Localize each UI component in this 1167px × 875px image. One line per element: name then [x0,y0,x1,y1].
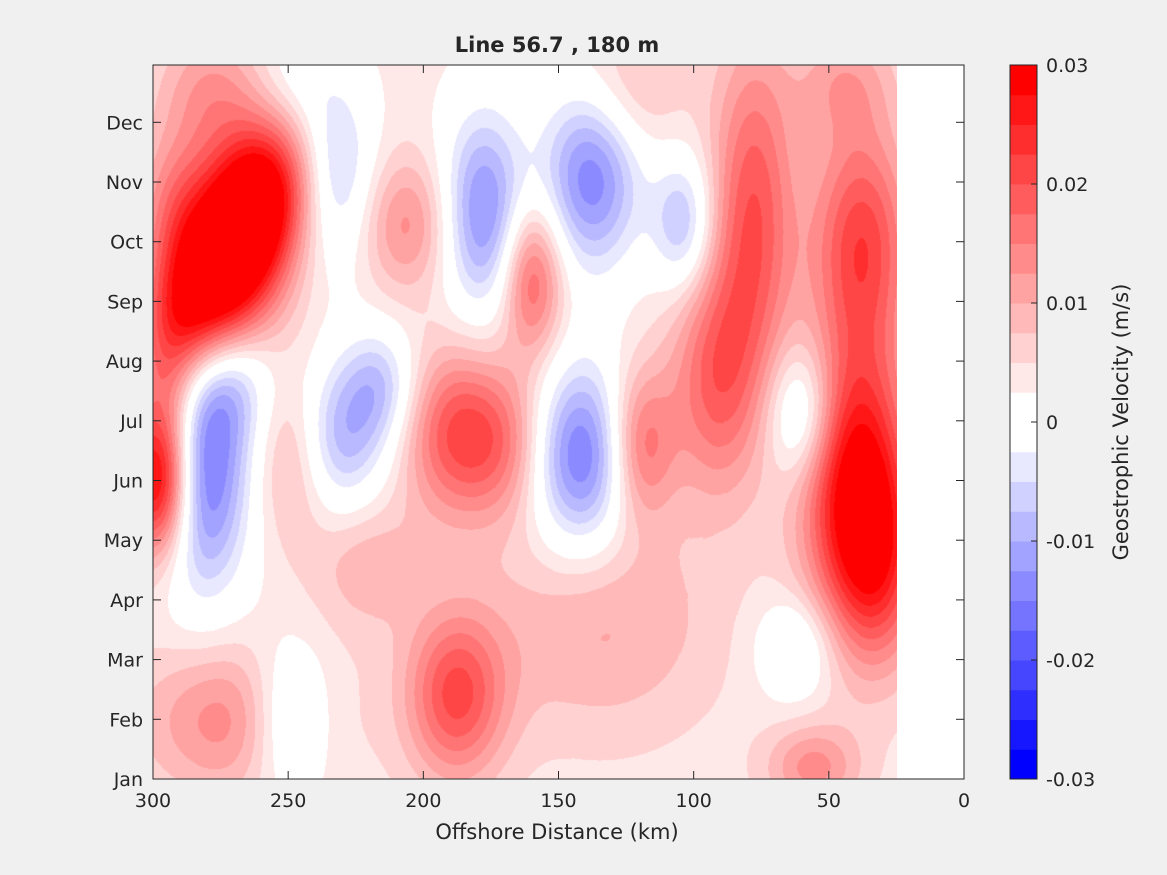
y-tick-label: Apr [110,590,143,612]
x-tick-label: 50 [817,790,841,812]
y-tick-label: Oct [110,232,143,254]
y-tick-label: Mar [107,650,143,672]
colorbar-band [1010,94,1037,125]
colorbar-band [1010,184,1037,215]
colorbar-tick-label: 0 [1046,412,1058,434]
y-axis: Jan Feb Mar Apr May Jun Jul Aug Sep Oct Nov Dec [104,112,964,791]
colorbar-tick-label: -0.02 [1046,650,1095,672]
colorbar-band [1010,749,1037,780]
colorbar-label: Geostrophic Velocity (m/s) [1109,284,1133,561]
colorbar-tick-label: 0.03 [1046,55,1088,77]
colorbar-band [1010,511,1037,542]
colorbar-band [1010,630,1037,661]
colorbar-tick-label: 0.01 [1046,293,1088,315]
colorbar-band [1010,392,1037,423]
colorbar-band [1010,332,1037,363]
y-tick-label: Sep [107,291,143,313]
x-tick-label: 100 [676,790,712,812]
colorbar-band [1010,303,1037,334]
plot-area: 300 250 200 150 100 50 0 Jan Feb Mar Apr May Jun Jul… [104,64,970,812]
colorbar: 0.03 0.02 0.01 0 -0.01 -0.02 -0.03 Geostrophic… [1009,55,1133,791]
y-tick-label: Nov [106,172,143,194]
colorbar-band [1010,124,1037,155]
y-tick-label: Dec [106,112,143,134]
colorbar-band [1010,422,1037,453]
colorbar-band [1010,600,1037,631]
contour-field [153,65,897,779]
colorbar-bands [1010,64,1037,780]
colorbar-band [1010,154,1037,185]
colorbar-band [1010,719,1037,750]
colorbar-tick-label: 0.02 [1046,174,1088,196]
colorbar-band [1010,362,1037,393]
x-tick-label: 0 [958,790,970,812]
x-axis-label: Offshore Distance (km) [435,820,678,844]
y-tick-label: Aug [106,351,143,373]
colorbar-band [1010,541,1037,572]
colorbar-band [1010,481,1037,512]
x-axis: 300 250 200 150 100 50 0 [135,65,970,812]
colorbar-tick-label: -0.01 [1046,531,1095,553]
y-tick-label: Jan [113,769,143,791]
x-tick-label: 150 [540,790,576,812]
colorbar-band [1010,243,1037,274]
y-tick-label: May [104,530,143,552]
colorbar-band [1010,570,1037,601]
y-tick-label: Feb [109,709,143,731]
x-tick-label: 200 [405,790,441,812]
y-tick-label: Jun [112,471,143,493]
colorbar-ticks: 0.03 0.02 0.01 0 -0.01 -0.02 -0.03 [1031,55,1095,791]
colorbar-band [1010,451,1037,482]
colorbar-tick-label: -0.03 [1046,769,1095,791]
colorbar-band [1010,65,1037,96]
x-tick-label: 250 [270,790,306,812]
colorbar-band [1010,689,1037,720]
colorbar-band [1010,660,1037,691]
colorbar-band [1010,273,1037,304]
y-tick-label: Jul [119,411,143,433]
x-tick-label: 300 [135,790,171,812]
chart-title: Line 56.7 , 180 m [455,33,660,57]
colorbar-band [1010,213,1037,244]
